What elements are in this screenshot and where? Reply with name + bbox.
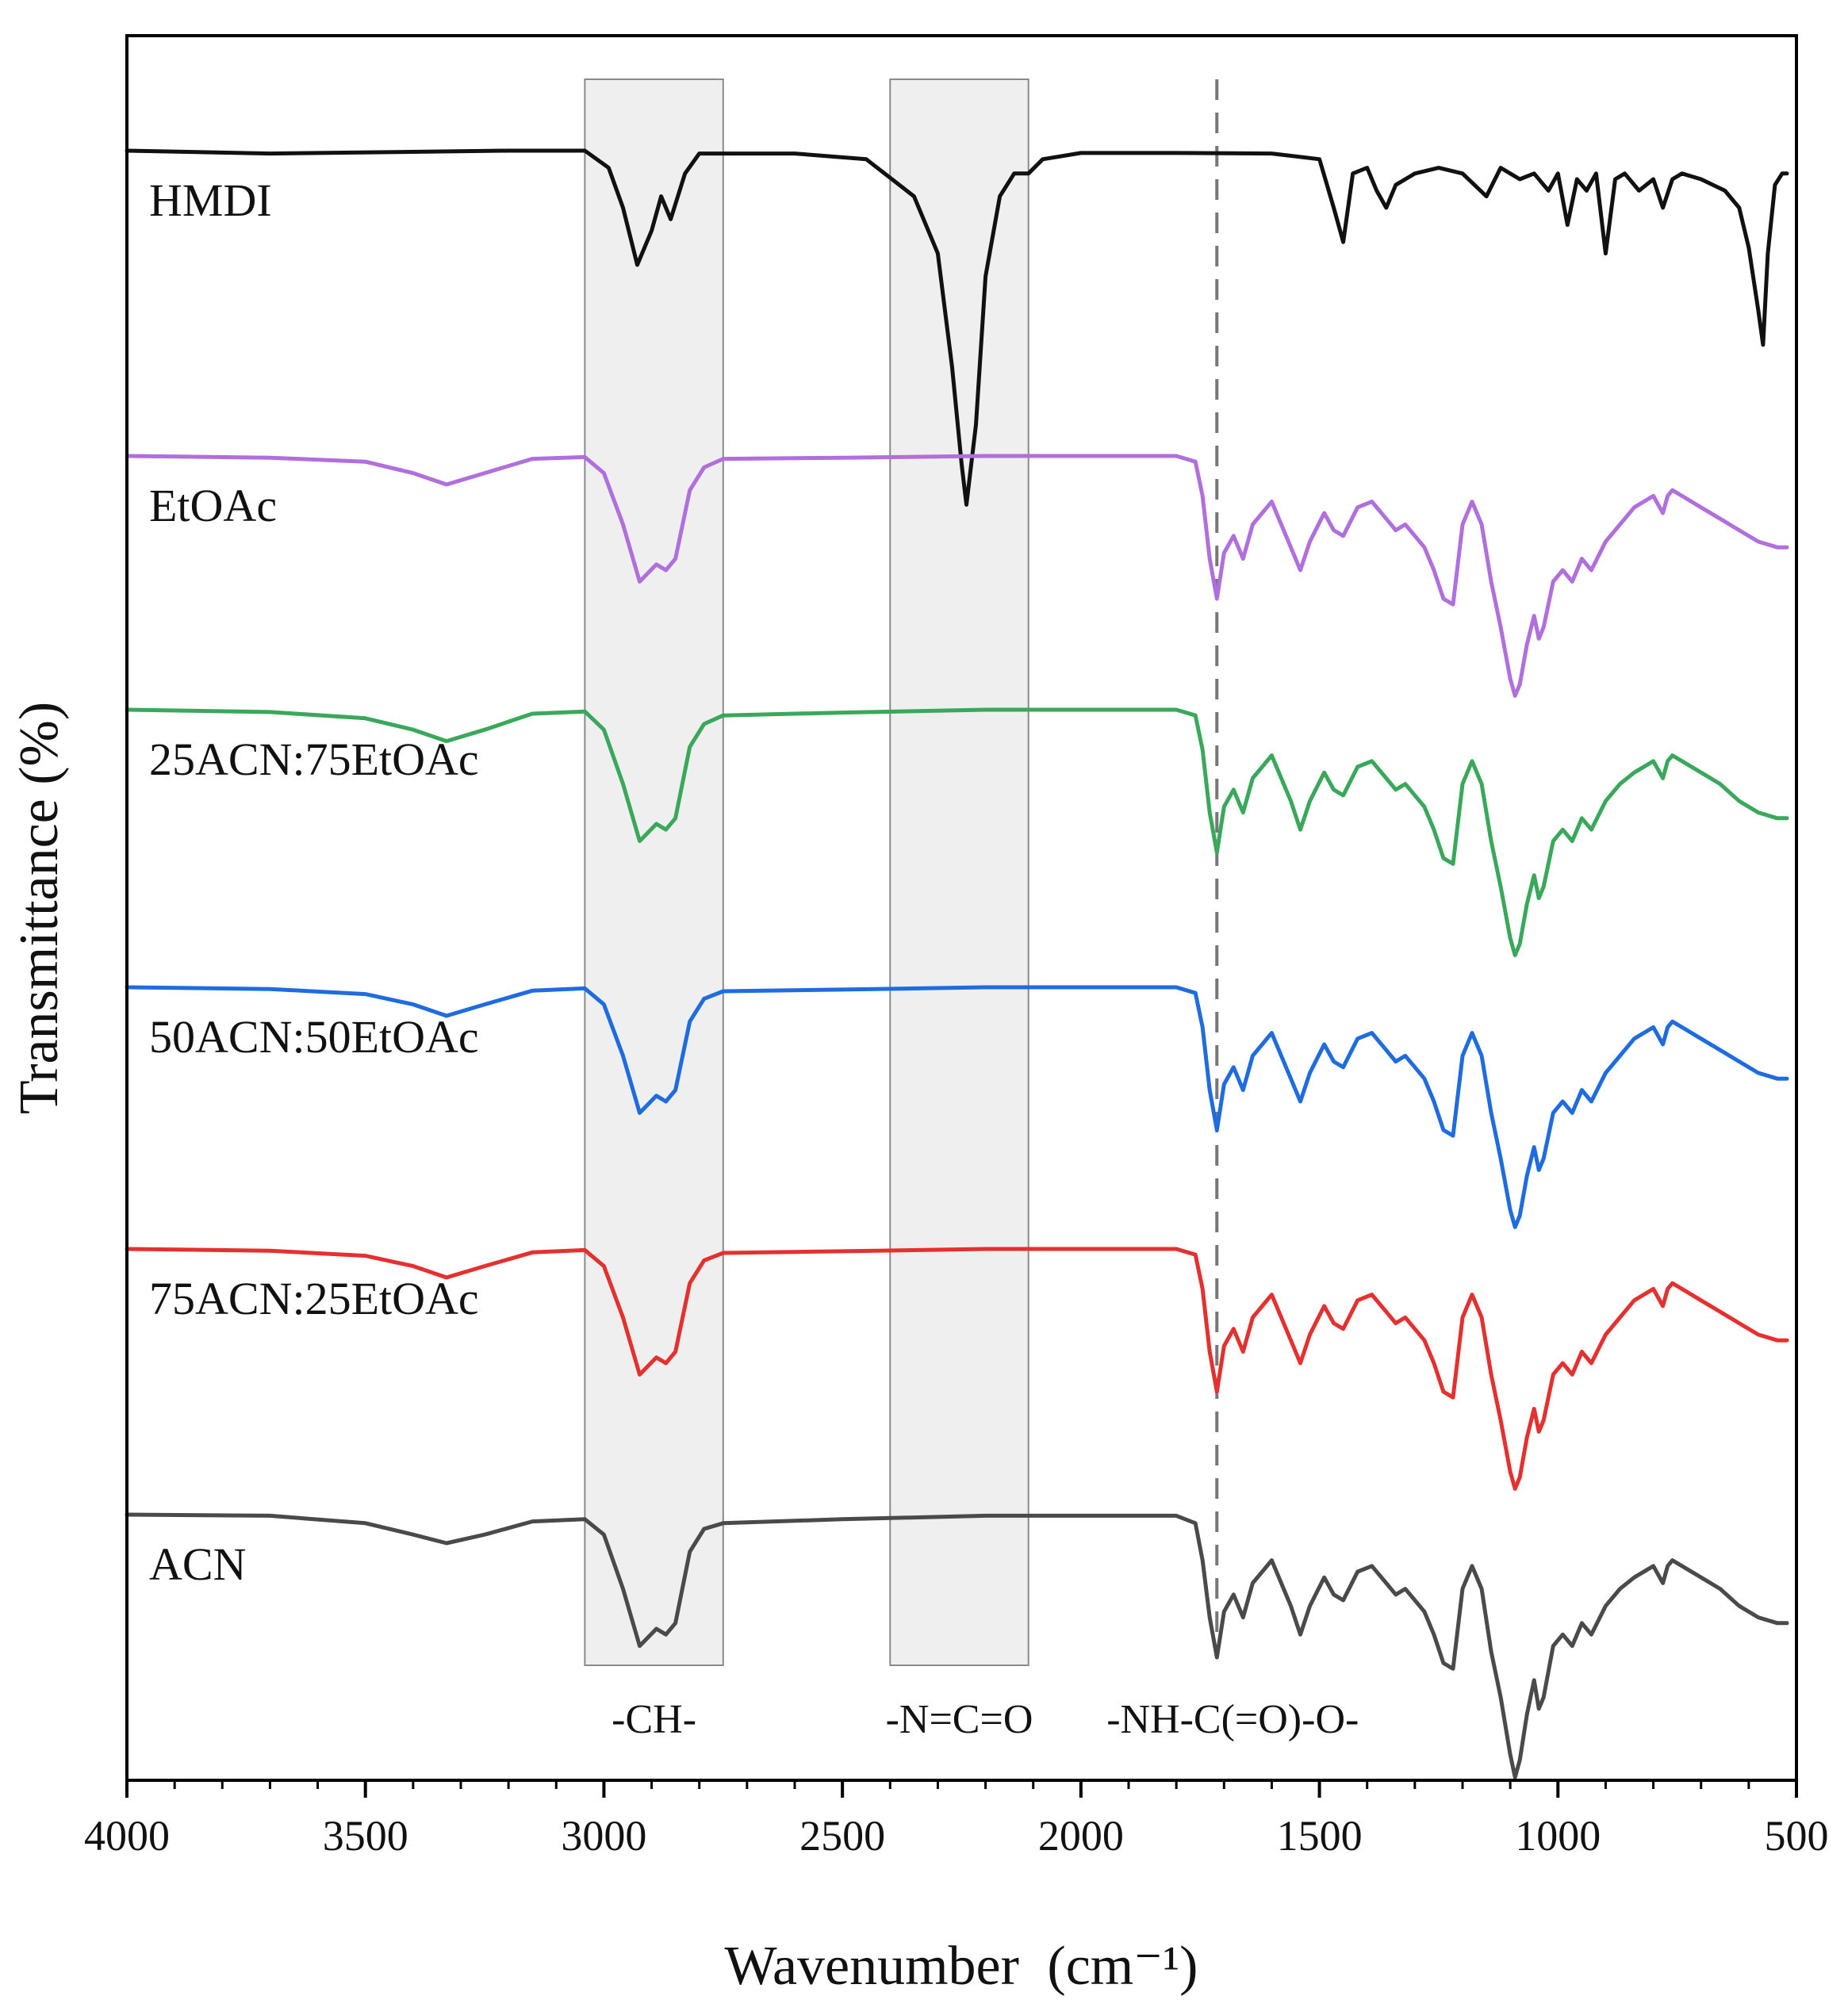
x-axis-title: Wavenumber (cm⁻¹) [724, 1936, 1198, 1997]
highlight-bands: -CH- -N=C=O [584, 79, 1033, 1742]
x-axis-title-text: Wavenumber [724, 1936, 1018, 1997]
x-tick-label-1: 3500 [323, 1812, 408, 1860]
series-line-25acn-75etoac [125, 707, 1789, 958]
band-label-1: -N=C=O [886, 1697, 1033, 1742]
series-line-75acn-25etoac [125, 1247, 1789, 1491]
highlight-band-0 [584, 79, 724, 1666]
reference-lines: -NH-C(=O)-O- [1106, 79, 1359, 1742]
reference-line-label-0: -NH-C(=O)-O- [1106, 1697, 1359, 1742]
x-axis: 4000 3500 3000 2500 2000 1500 1000 500 [84, 1780, 1829, 1860]
series-line-hmdi [125, 148, 1789, 507]
plot-frame [125, 34, 1798, 1782]
x-tick-label-0: 4000 [84, 1812, 170, 1860]
series-line-etoac [125, 454, 1789, 698]
x-tick-label-2: 3000 [561, 1812, 646, 1860]
series-label-2: 25ACN:75EtOAc [149, 734, 479, 785]
series-label-0: HMDI [149, 174, 272, 226]
series-label-5: ACN [149, 1538, 246, 1590]
series-label-4: 75ACN:25EtOAc [149, 1273, 479, 1324]
series-line-50acn-50etoac [125, 985, 1789, 1229]
series-label-3: 50ACN:50EtOAc [149, 1011, 479, 1063]
x-tick-label-7: 500 [1765, 1812, 1829, 1860]
series-label-1: EtOAc [149, 480, 277, 531]
band-label-0: -CH- [612, 1697, 696, 1742]
x-axis-title-unit: (cm⁻¹) [1047, 1936, 1198, 1997]
series-labels: HMDI EtOAc 25ACN:75EtOAc 50ACN:50EtOAc 75ACN… [149, 174, 479, 1590]
series-line-acn [125, 1512, 1789, 1779]
y-axis-title: Transmittance (%) [9, 702, 70, 1114]
x-tick-label-4: 2000 [1038, 1812, 1124, 1860]
x-tick-label-6: 1000 [1515, 1812, 1601, 1860]
x-tick-label-3: 2500 [799, 1812, 885, 1860]
x-tick-label-5: 1500 [1277, 1812, 1363, 1860]
highlight-band-1 [889, 79, 1029, 1666]
spectra-series [125, 148, 1789, 1779]
